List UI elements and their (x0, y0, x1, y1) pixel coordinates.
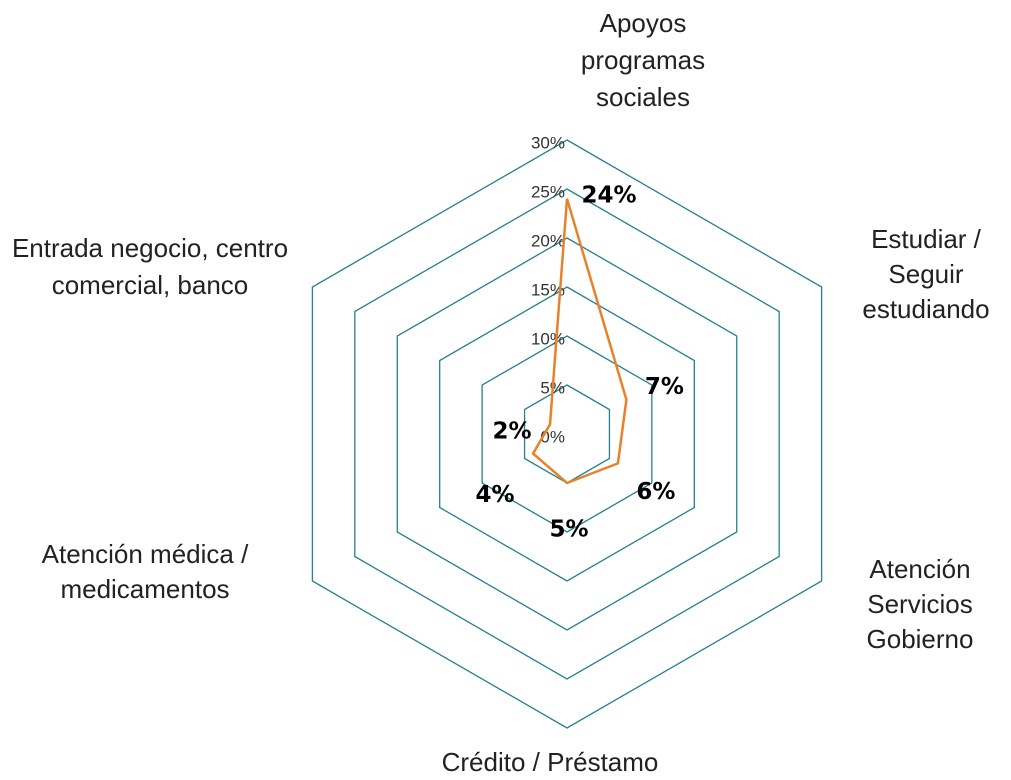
value-label: 5% (549, 517, 588, 543)
grid-ring (439, 286, 695, 582)
category-label: Atención Servicios Gobierno (866, 554, 974, 654)
grid-ring (481, 335, 653, 533)
category-label: Entrada negocio, centro comercial, banco (11, 233, 289, 300)
value-label: 24% (581, 182, 636, 208)
value-label: 6% (636, 479, 675, 505)
series-line (531, 198, 628, 485)
grid-ring (396, 237, 738, 631)
y-tick-label: 0% (540, 427, 565, 446)
y-tick-label: 25% (531, 182, 565, 201)
value-label: 2% (492, 419, 531, 445)
category-label: Atención médica / medicamentos (41, 539, 249, 604)
category-label: Estudiar / Seguir estudiando (862, 224, 990, 324)
grid-ring (523, 384, 611, 484)
y-tick-label: 10% (531, 329, 565, 348)
grid-ring (311, 139, 823, 729)
value-label: 7% (645, 374, 684, 400)
value-label: 4% (476, 482, 515, 508)
y-tick-label: 30% (531, 133, 565, 152)
category-label: Apoyos programas sociales (580, 8, 706, 112)
y-tick-label: 20% (531, 231, 565, 250)
grid-ring (354, 188, 780, 680)
category-label: Crédito / Préstamo (441, 747, 659, 777)
y-tick-label: 15% (531, 280, 565, 299)
